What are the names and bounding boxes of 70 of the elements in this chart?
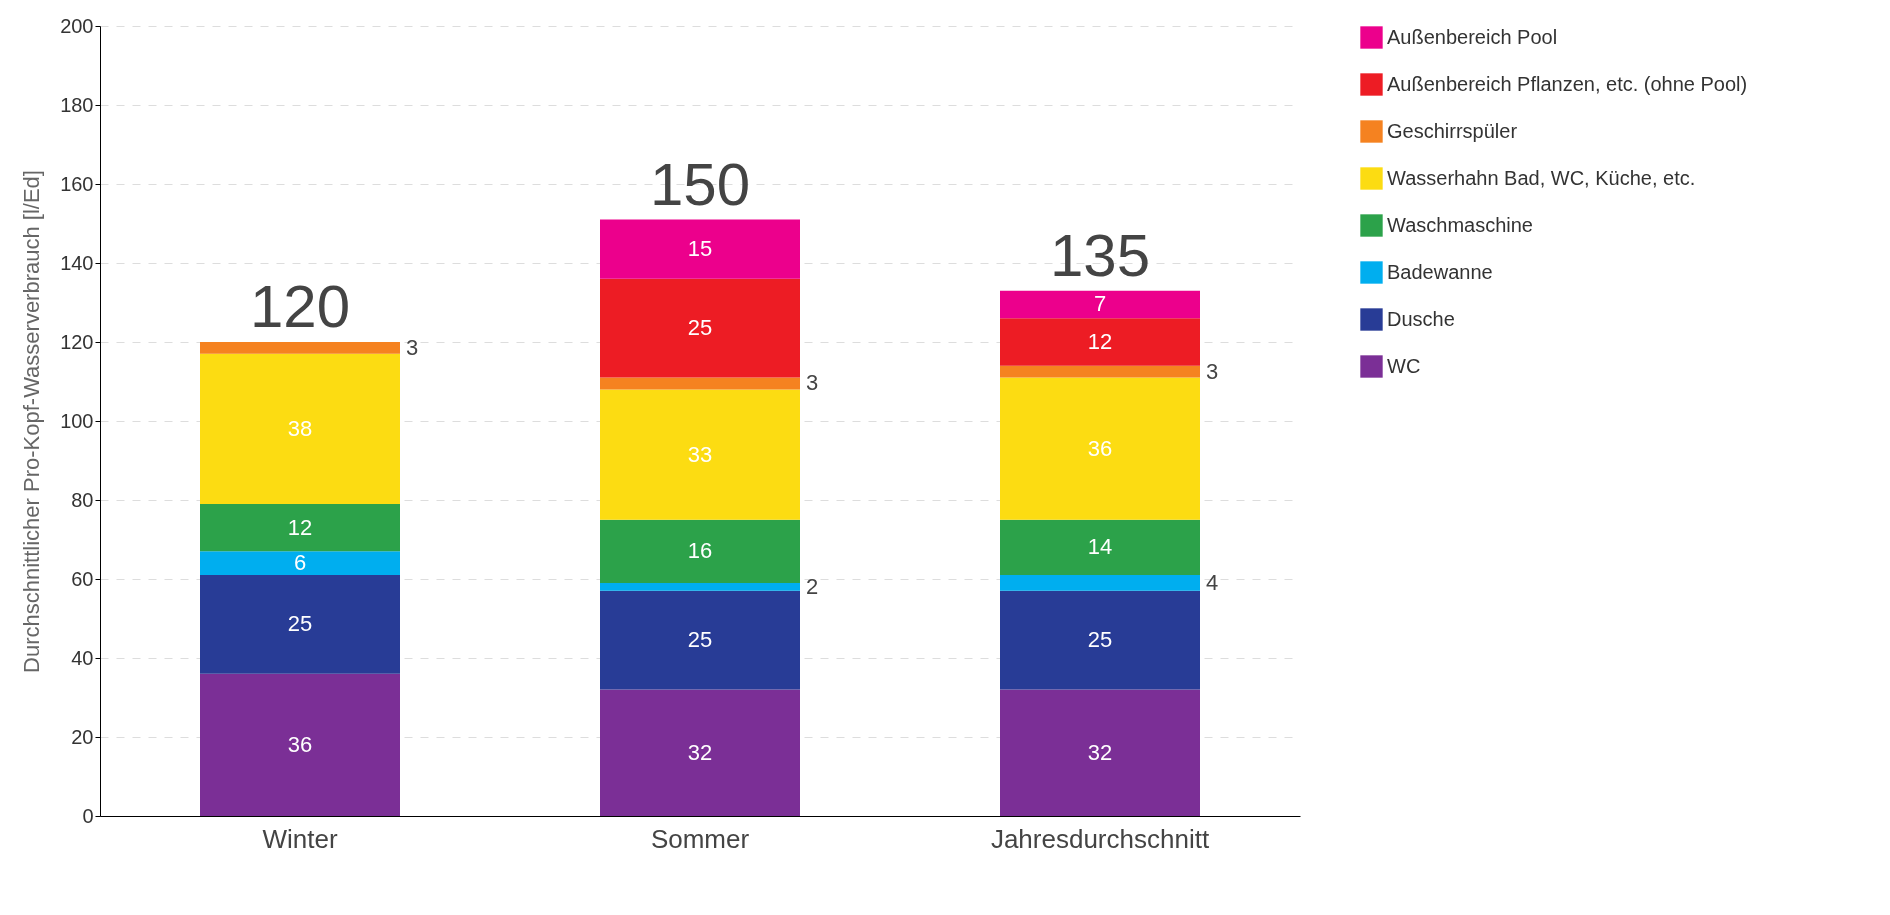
data-label: 25	[1087, 627, 1113, 653]
bar	[200, 353, 400, 504]
bar	[600, 389, 800, 520]
bar	[1000, 365, 1200, 378]
total-label: 120	[249, 273, 351, 340]
x-tick-label: Jahresdurchschnitt	[990, 823, 1210, 854]
y-tick-label: 200	[60, 14, 94, 37]
y-tick-label: 180	[60, 93, 94, 116]
bar	[1000, 377, 1200, 520]
data-label: 32	[1087, 739, 1113, 765]
bar	[600, 278, 800, 378]
bar	[600, 689, 800, 816]
bar	[600, 582, 800, 591]
x-tick-label: Winter	[262, 823, 338, 854]
bar	[200, 551, 400, 576]
legend-label: Badewanne	[1387, 260, 1493, 283]
y-axis-title: Durchschnittlicher Pro-Kopf-Wasserverbrauch [l/Ed]	[19, 170, 45, 673]
bar	[1000, 290, 1200, 319]
bar	[600, 377, 800, 390]
y-tick-label: 60	[71, 567, 94, 590]
bar	[200, 673, 400, 816]
legend-label: Außenbereich Pool	[1387, 25, 1558, 48]
data-label: 3	[1206, 358, 1219, 384]
bar	[1000, 689, 1200, 816]
data-label: 25	[687, 627, 713, 653]
legend-label: Waschmaschine	[1387, 213, 1533, 236]
x-tick-label: Sommer	[650, 823, 750, 854]
data-label: 25	[287, 611, 313, 637]
data-label: 25	[687, 315, 713, 341]
bar	[200, 575, 400, 674]
data-label: 12	[287, 514, 313, 540]
data-label: 3	[806, 370, 819, 396]
bar	[1000, 575, 1200, 591]
data-label: 12	[1087, 329, 1113, 354]
bar	[200, 503, 400, 552]
total-label: 135	[1049, 221, 1151, 289]
legend-label: Außenbereich Pflanzen, etc. (ohne Pool)	[1387, 72, 1748, 95]
data-label: 7	[1093, 291, 1107, 317]
bar	[600, 219, 800, 279]
data-label: 38	[287, 415, 313, 441]
data-label: 6	[293, 550, 307, 576]
data-label: 33	[687, 441, 713, 467]
data-label: 36	[1087, 435, 1113, 461]
bar	[600, 590, 800, 690]
y-tick-label: 40	[71, 646, 94, 669]
y-tick-label: 100	[60, 409, 94, 432]
legend-label: Dusche	[1387, 307, 1455, 330]
y-tick-label: 140	[60, 251, 94, 274]
bar	[1000, 318, 1200, 366]
bar	[600, 519, 800, 583]
y-tick-label: 20	[71, 725, 94, 748]
legend-label: WC	[1387, 354, 1421, 377]
data-label: 14	[1087, 534, 1113, 560]
y-tick-label: 160	[60, 172, 94, 195]
data-label: 2	[806, 573, 819, 599]
y-tick-label: 80	[71, 488, 94, 511]
data-label: 36	[287, 731, 313, 757]
bar	[200, 342, 400, 354]
data-label: 15	[687, 236, 713, 262]
data-label: 4	[1206, 569, 1219, 595]
data-label: 32	[687, 739, 713, 765]
legend-label: Geschirrspüler	[1387, 119, 1518, 142]
data-label: 3	[406, 334, 419, 360]
bar	[1000, 519, 1200, 576]
legend-label: Wasserhahn Bad, WC, Küche, etc.	[1387, 166, 1696, 189]
data-label: 16	[687, 538, 713, 564]
total-label: 150	[649, 150, 751, 218]
bar	[1000, 590, 1200, 690]
y-tick-label: 120	[60, 330, 94, 353]
y-tick-label: 0	[82, 804, 94, 827]
